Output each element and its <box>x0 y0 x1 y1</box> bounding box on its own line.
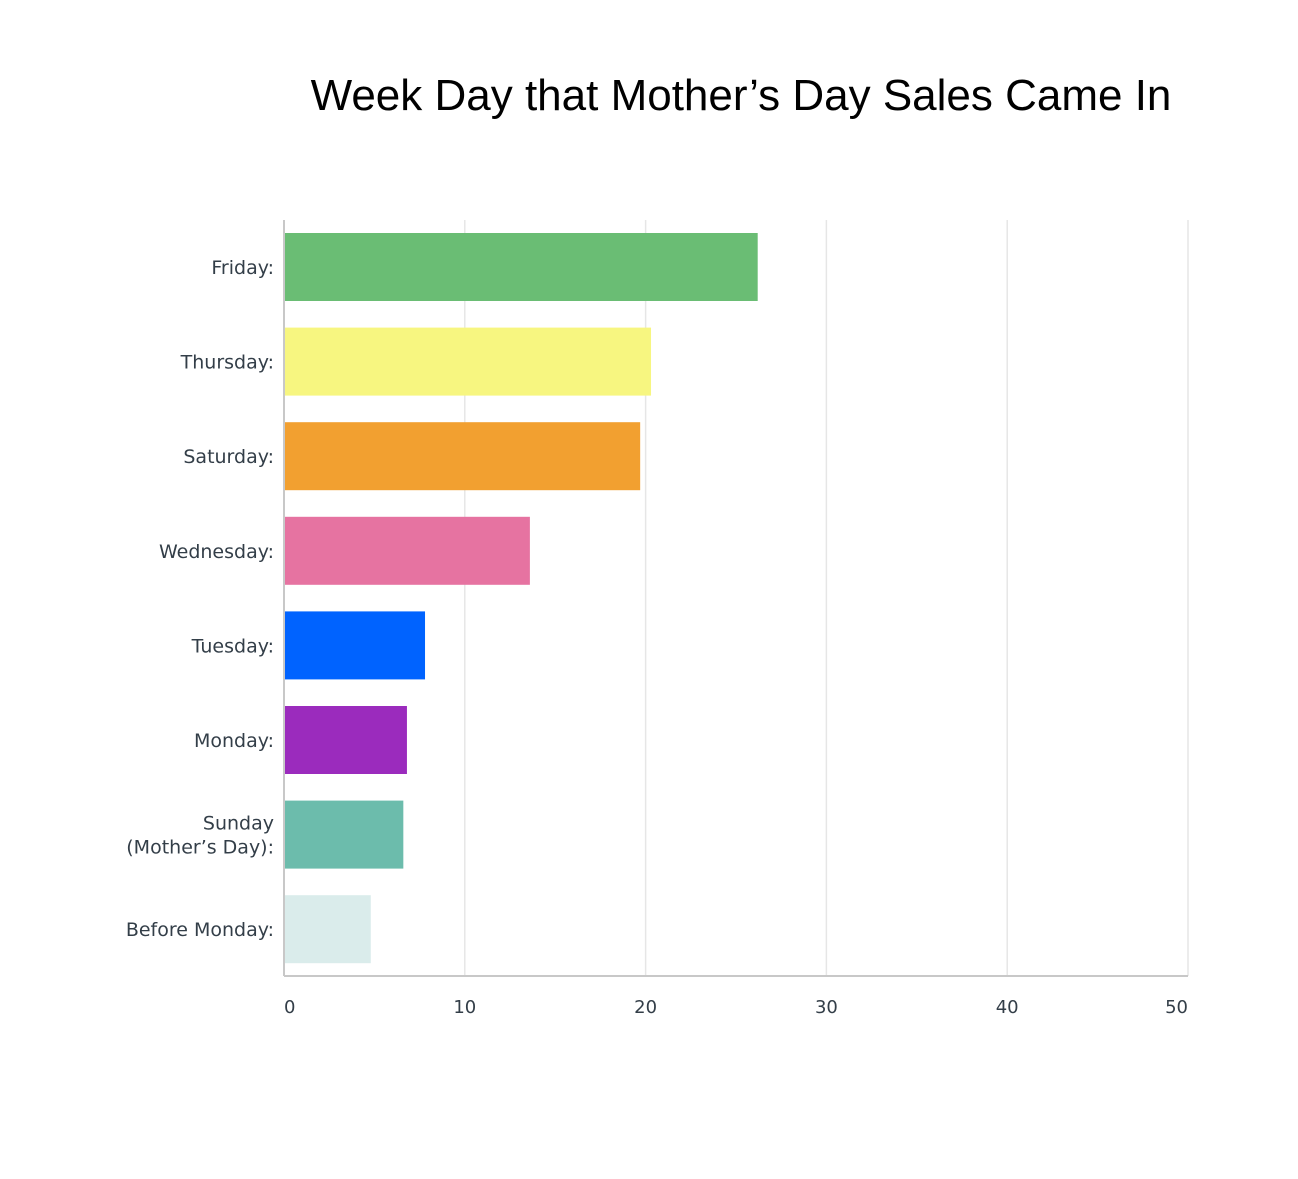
category-label: Before Monday: <box>126 919 274 941</box>
bar <box>285 422 641 491</box>
category-label: Sunday <box>203 813 274 835</box>
x-tick-label: 0 <box>284 997 295 1018</box>
category-labels: Friday: Thursday: Saturday: Wednesday: Tuesd… <box>126 257 274 941</box>
bars <box>285 233 758 964</box>
x-tick-label: 30 <box>815 997 838 1018</box>
chart-title: Week Day that Mother’s Day Sales Came In <box>311 71 1172 120</box>
category-label: Monday: <box>194 730 274 752</box>
category-label: Saturday: <box>183 446 274 468</box>
x-tick-labels: 0 10 20 30 40 50 <box>284 997 1188 1018</box>
bar <box>285 233 758 301</box>
category-label: Tuesday: <box>191 635 274 657</box>
bar <box>285 895 371 964</box>
category-label: Friday: <box>211 257 274 279</box>
category-label: Wednesday: <box>159 541 274 563</box>
bar <box>285 706 407 774</box>
axes <box>283 220 1188 977</box>
category-label: (Mother’s Day): <box>126 837 274 859</box>
x-tick-label: 10 <box>453 997 476 1018</box>
category-label: Thursday: <box>180 352 274 374</box>
bar <box>285 800 404 869</box>
bar <box>285 327 652 396</box>
bar <box>285 611 426 680</box>
x-tick-label: 50 <box>1165 997 1188 1018</box>
bar <box>285 516 530 585</box>
x-tick-label: 40 <box>996 997 1019 1018</box>
x-tick-label: 20 <box>634 997 657 1018</box>
